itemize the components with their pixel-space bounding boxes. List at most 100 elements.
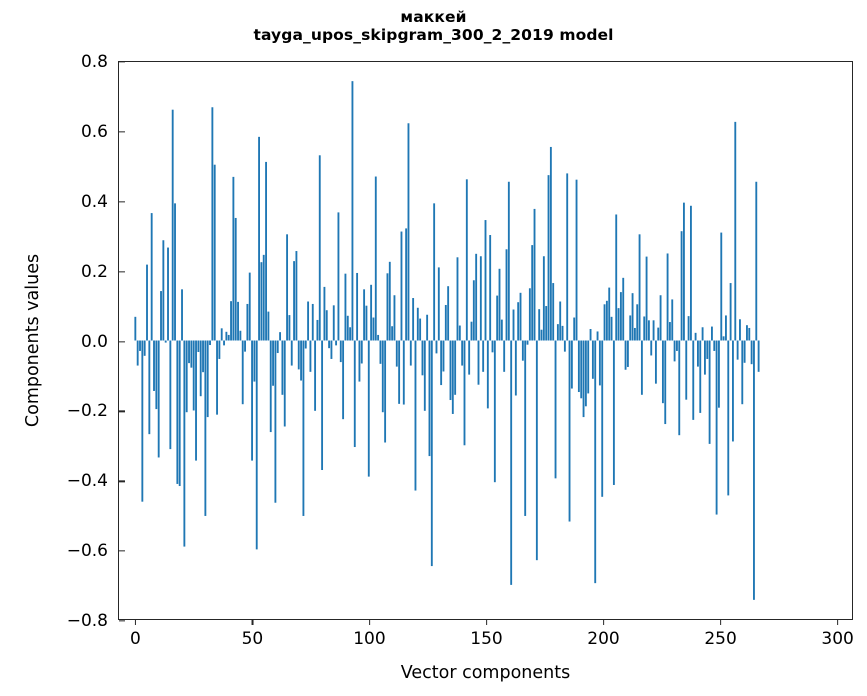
bar: [139, 340, 141, 351]
bar: [549, 146, 552, 341]
y-tick: 0.8: [81, 52, 125, 72]
bar: [197, 340, 200, 352]
bar: [160, 291, 162, 341]
bar: [169, 340, 172, 450]
bar: [216, 340, 218, 415]
y-tick-label: 0.2: [80, 261, 108, 282]
bar: [743, 340, 746, 363]
bar: [414, 340, 417, 491]
bar: [241, 340, 244, 405]
bar: [725, 315, 727, 341]
bar: [239, 330, 242, 341]
bar: [575, 179, 578, 341]
bar: [451, 340, 454, 414]
bar: [409, 340, 412, 366]
x-tick-mark: [368, 619, 371, 625]
x-tick-label: 150: [470, 629, 503, 649]
bar: [484, 220, 487, 341]
bar: [419, 318, 422, 341]
bar: [192, 340, 195, 411]
bar: [248, 272, 251, 341]
bar: [190, 340, 193, 368]
x-tick-label: 50: [241, 629, 264, 649]
x-tick-label: 200: [587, 629, 620, 649]
y-tick: −0.2: [66, 401, 125, 422]
bar: [162, 240, 165, 341]
x-tick: 300: [821, 619, 854, 649]
bar: [519, 292, 522, 341]
bar: [475, 253, 478, 341]
bar: [706, 340, 709, 359]
bar: [402, 340, 405, 405]
bar: [505, 249, 508, 341]
bar: [363, 289, 366, 341]
bar: [454, 340, 457, 395]
bar: [741, 340, 744, 405]
bar: [309, 340, 312, 372]
bar: [659, 295, 662, 341]
y-tick-label: −0.2: [66, 401, 108, 422]
y-tick-mark: [119, 201, 125, 203]
bar: [496, 295, 499, 341]
bar: [647, 320, 650, 341]
bar: [561, 325, 564, 341]
bar: [267, 311, 270, 341]
bar: [757, 340, 760, 372]
bar: [687, 316, 690, 341]
bar: [167, 247, 169, 341]
bar: [393, 295, 396, 341]
bar: [675, 340, 678, 351]
bar: [400, 231, 403, 341]
bar: [157, 340, 160, 458]
bar: [440, 340, 443, 386]
bar: [325, 310, 328, 341]
bar: [386, 273, 389, 341]
bar: [272, 340, 274, 386]
bar: [316, 319, 319, 341]
bar: [739, 319, 741, 341]
bar: [234, 217, 237, 341]
y-tick: −0.6: [67, 541, 125, 561]
bar: [442, 340, 445, 372]
bar: [405, 228, 408, 341]
bar: [276, 340, 279, 354]
bar: [178, 340, 181, 487]
bar: [755, 181, 758, 341]
bar: [136, 340, 139, 366]
bar: [589, 329, 592, 341]
x-tick: 150: [470, 619, 503, 649]
x-tick-mark: [719, 619, 722, 625]
bar: [633, 327, 636, 341]
bar: [552, 283, 555, 341]
bar: [449, 340, 452, 401]
bar: [673, 340, 676, 362]
y-tick-mark: [119, 620, 125, 622]
x-tick: 200: [587, 619, 620, 649]
bar: [694, 332, 697, 341]
bar: [512, 309, 515, 341]
bar: [521, 340, 524, 361]
x-tick: 100: [353, 619, 386, 649]
bar: [447, 286, 450, 341]
bar: [668, 322, 671, 341]
bar: [605, 300, 608, 341]
bar: [134, 316, 137, 341]
bar: [269, 340, 272, 433]
bar: [206, 340, 209, 418]
bar: [421, 340, 424, 376]
bar: [736, 340, 739, 360]
bar: [482, 340, 485, 372]
bar: [423, 340, 426, 411]
y-tick-label: −0.4: [66, 471, 108, 492]
bar: [323, 286, 326, 341]
bar: [328, 340, 331, 349]
bar: [533, 208, 536, 341]
bar: [699, 340, 702, 413]
bar: [531, 245, 534, 341]
bar: [204, 340, 207, 516]
bar: [682, 202, 685, 341]
bar: [433, 203, 436, 341]
bar: [654, 340, 657, 384]
bar: [568, 340, 571, 522]
